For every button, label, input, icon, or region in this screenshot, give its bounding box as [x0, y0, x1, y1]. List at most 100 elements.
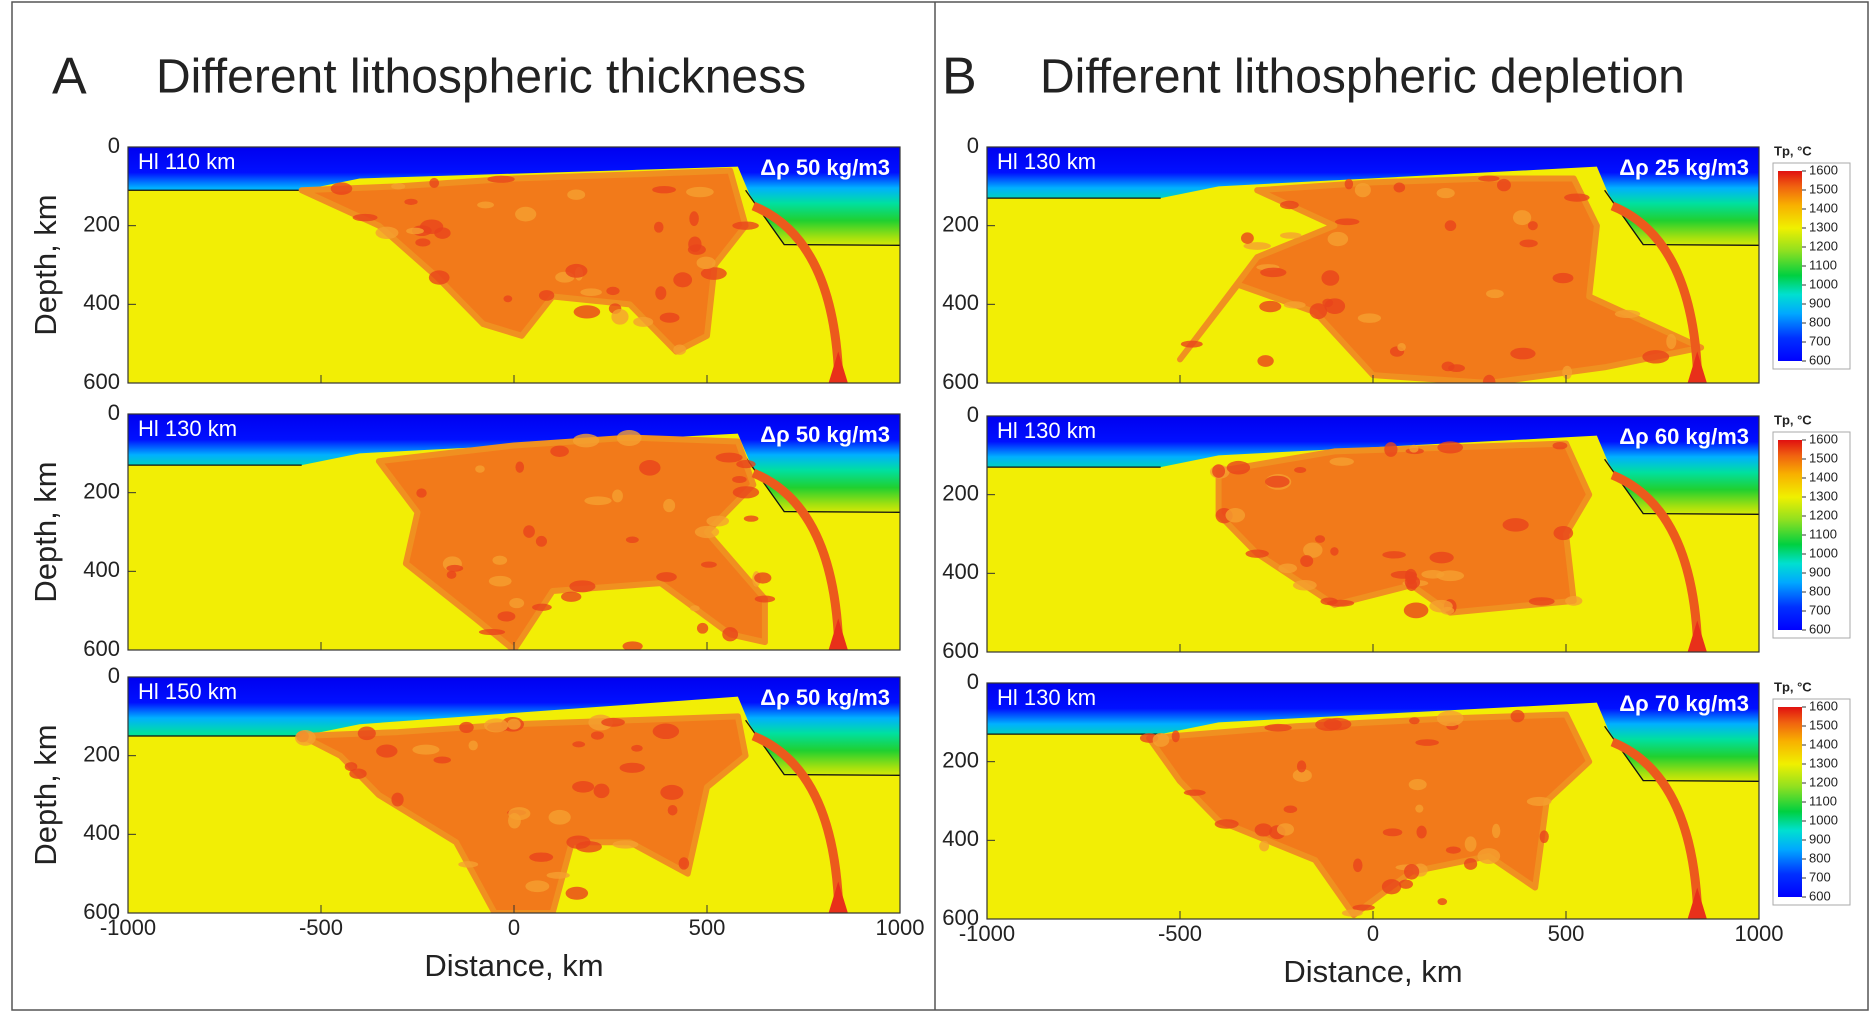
- hot-streak: [715, 452, 743, 463]
- hot-streak: [694, 525, 720, 539]
- hot-streak: [625, 536, 639, 544]
- colorbar-title: Tp, °C: [1774, 679, 1812, 694]
- hot-streak: [1353, 858, 1363, 873]
- hot-streak: [722, 627, 739, 642]
- panel: Hl 130 km Δρ 50 kg/m3 0 200 400 600 Depth, km: [28, 400, 901, 661]
- hot-streak: [1463, 858, 1478, 870]
- y-tick-label: 600: [83, 899, 120, 924]
- hot-streak: [652, 723, 680, 740]
- hot-streak: [1552, 272, 1574, 284]
- hot-streak: [535, 535, 548, 547]
- panel-label: Hl 130 km: [138, 416, 237, 441]
- x-tick-label: -1000: [100, 915, 156, 940]
- slab-foot: [828, 881, 848, 913]
- hot-streak: [1243, 242, 1271, 250]
- colorbar-tick-label: 1100: [1809, 793, 1837, 808]
- colorbar-tick-label: 1400: [1809, 200, 1838, 215]
- colorbar-tick-label: 1000: [1809, 276, 1838, 291]
- hot-streak: [565, 263, 588, 278]
- y-tick-label: 400: [83, 557, 120, 582]
- hot-streak: [1486, 289, 1504, 299]
- hot-streak: [1565, 596, 1583, 606]
- hot-streak: [1264, 723, 1292, 732]
- y-tick-label: 200: [83, 478, 120, 503]
- hot-streak: [406, 227, 424, 235]
- hot-streak: [565, 886, 589, 900]
- x-axis-label: Distance, km: [1283, 954, 1462, 989]
- hot-streak: [639, 459, 661, 476]
- colorbar-tick-label: 1000: [1809, 545, 1838, 560]
- hot-streak: [548, 809, 571, 825]
- hot-streak: [1283, 301, 1306, 309]
- hot-streak: [653, 221, 664, 233]
- hot-streak: [1445, 846, 1461, 854]
- y-tick-label: 0: [967, 669, 979, 694]
- hot-streak: [619, 762, 645, 773]
- hot-streak: [1352, 904, 1375, 911]
- hot-streak: [458, 861, 479, 868]
- hot-streak: [488, 575, 512, 587]
- hot-streak: [475, 465, 485, 473]
- hot-streak: [660, 784, 684, 800]
- column-title: Different lithospheric depletion: [1040, 51, 1685, 104]
- hot-streak: [1300, 555, 1314, 568]
- hot-streak: [1398, 879, 1414, 889]
- hot-streak: [497, 611, 516, 622]
- hot-streak: [1303, 542, 1323, 558]
- hot-streak: [616, 429, 642, 446]
- colorbar-tick-label: 1100: [1809, 257, 1837, 272]
- hot-streak: [492, 555, 508, 565]
- hot-streak: [678, 857, 690, 870]
- lithosphere: [987, 147, 1759, 246]
- hot-streak: [601, 717, 625, 727]
- hot-streak: [1553, 525, 1574, 541]
- colorbar-tick-label: 1500: [1809, 181, 1838, 196]
- y-tick-label: 200: [942, 480, 979, 505]
- hot-streak: [1180, 340, 1203, 348]
- colorbar-tick-label: 1200: [1809, 507, 1838, 522]
- slab-tail: [751, 731, 843, 898]
- hot-streak: [1526, 796, 1552, 806]
- y-tick-label: 600: [942, 369, 979, 394]
- hot-streak: [357, 726, 376, 741]
- colorbar-title: Tp, °C: [1774, 412, 1812, 427]
- hot-streak: [667, 804, 678, 816]
- hot-streak: [572, 781, 595, 793]
- hot-streak: [1225, 508, 1246, 523]
- hot-streak: [696, 256, 716, 270]
- hot-streak: [515, 461, 525, 473]
- hot-streak: [1292, 768, 1312, 782]
- hot-streak: [428, 270, 450, 285]
- hot-streak: [1382, 551, 1406, 559]
- colorbar-tick-label: 700: [1809, 602, 1831, 617]
- hot-streak: [1226, 460, 1251, 475]
- slab-tail: [1610, 201, 1702, 368]
- hot-streak: [1519, 239, 1538, 248]
- hot-streak: [330, 182, 353, 195]
- hot-streak: [611, 308, 629, 325]
- lithosphere: [128, 677, 900, 776]
- hot-streak: [1510, 347, 1536, 360]
- hot-streak: [732, 475, 747, 483]
- hot-streak: [1437, 898, 1448, 906]
- x-tick-label: 500: [689, 915, 726, 940]
- colorbar-tick-label: 900: [1809, 295, 1831, 310]
- colorbar-tick-label: 1200: [1809, 774, 1838, 789]
- hot-streak: [1482, 374, 1496, 383]
- plume: [375, 434, 768, 650]
- x-tick-label: 1000: [1735, 921, 1784, 946]
- colorbar-tick-label: 800: [1809, 583, 1831, 598]
- x-axis-label: Distance, km: [424, 948, 603, 983]
- colorbar-tick-label: 1300: [1809, 219, 1838, 234]
- panel-letter: B: [942, 48, 977, 106]
- panel: Hl 130 km Δρ 60 kg/m3 0 200 400 600 Tp, °C 600 7…: [942, 402, 1851, 663]
- hot-streak: [529, 852, 554, 862]
- panel-label: Δρ 60 kg/m3: [1619, 424, 1749, 449]
- colorbar-tick-label: 1600: [1809, 162, 1838, 177]
- colorbar-tick-label: 800: [1809, 850, 1831, 865]
- y-tick-label: 600: [942, 905, 979, 930]
- hot-streak: [1564, 193, 1590, 202]
- slab-foot: [1687, 351, 1707, 383]
- colorbar-tick-label: 1100: [1809, 526, 1837, 541]
- hot-streak: [561, 591, 582, 602]
